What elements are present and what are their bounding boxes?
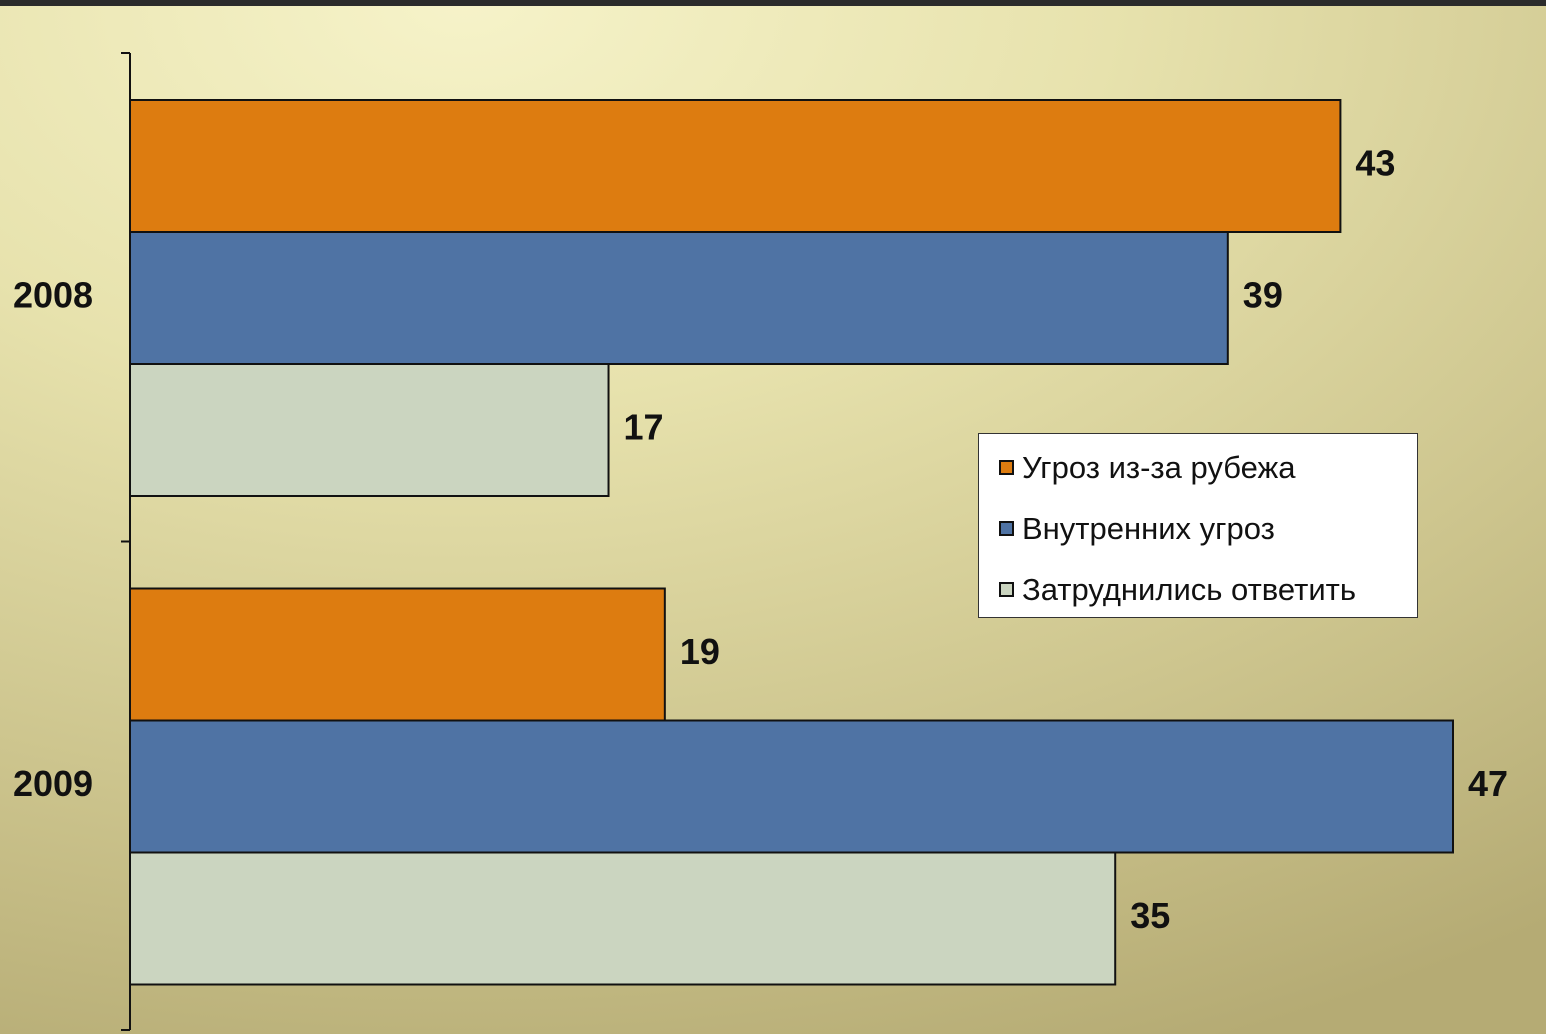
chart-legend: Угроз из-за рубежа Внутренних угроз Затр… — [978, 433, 1418, 618]
legend-swatch-1 — [999, 521, 1014, 536]
data-label-2009-series-1: 47 — [1468, 763, 1508, 804]
category-label-2009: 2009 — [13, 763, 93, 804]
top-border — [0, 0, 1546, 6]
legend-label-0: Угроз из-за рубежа — [1022, 449, 1296, 485]
bar-2008-series-2 — [129, 363, 610, 497]
bar-2008-series-0 — [129, 99, 1342, 233]
bar-2009-series-2 — [129, 851, 1117, 986]
data-label-2009-series-2: 35 — [1130, 895, 1170, 936]
category-label-2008: 2008 — [13, 275, 93, 316]
data-label-2008-series-1: 39 — [1243, 275, 1283, 316]
legend-item-2: Затруднились ответить — [999, 559, 1417, 620]
data-label-2008-series-0: 43 — [1355, 143, 1395, 184]
data-label-2009-series-0: 19 — [680, 631, 720, 672]
bar-2009-series-0 — [129, 587, 666, 722]
bar-2008-series-1 — [129, 231, 1229, 365]
legend-item-1: Внутренних угроз — [999, 498, 1417, 559]
legend-swatch-0 — [999, 460, 1014, 475]
data-label-2008-series-2: 17 — [624, 407, 664, 448]
bar-2009-series-1 — [129, 719, 1454, 854]
legend-swatch-2 — [999, 582, 1014, 597]
legend-label-1: Внутренних угроз — [1022, 510, 1275, 546]
legend-item-0: Угроз из-за рубежа — [999, 437, 1417, 498]
legend-label-2: Затруднились ответить — [1022, 571, 1356, 607]
